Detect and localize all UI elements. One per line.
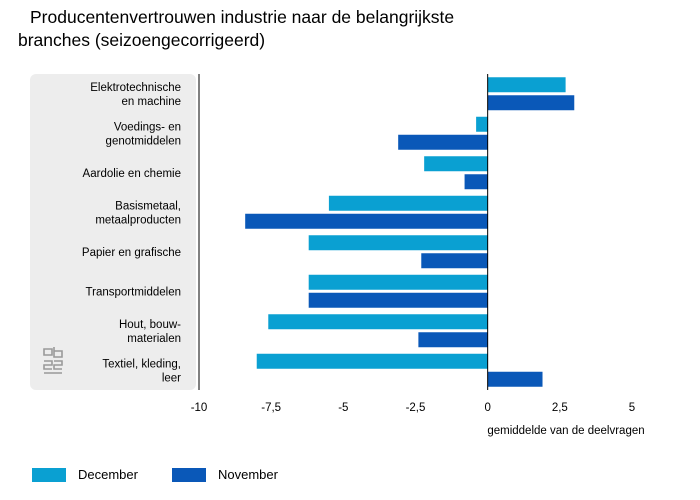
cbs-logo	[43, 347, 63, 374]
chart-title-line-2: branches (seizoengecorrigeerd)	[18, 30, 266, 50]
x-tick-label-1: -7,5	[261, 402, 281, 414]
legend-swatch-december	[32, 467, 66, 482]
bar-november-6	[418, 332, 488, 348]
category-label-0-1: en machine	[122, 96, 181, 108]
bar-december-2	[424, 156, 488, 172]
chart-title-line-1: Producentenvertrouwen industrie naar de …	[30, 7, 455, 27]
category-label-5-0: Transportmiddelen	[86, 286, 181, 298]
x-tick-label-6: 5	[629, 402, 635, 414]
legend: December November	[32, 467, 312, 482]
x-tick-label-4: 0	[484, 402, 490, 414]
bar-november-4	[421, 253, 488, 269]
bar-november-5	[308, 292, 488, 308]
bar-november-3	[245, 213, 488, 229]
category-label-2-0: Aardolie en chemie	[83, 168, 181, 180]
category-label-1-1: genotmiddelen	[106, 135, 181, 147]
category-label-3-0: Basismetaal,	[115, 200, 181, 212]
legend-item-november: November	[171, 467, 278, 482]
bar-december-6	[268, 314, 488, 330]
legend-label-december: December	[78, 467, 138, 482]
category-label-6-1: materialen	[127, 333, 181, 345]
bar-chart: Elektrotechnische en machine Voedings- en g…	[30, 74, 645, 437]
x-axis-label: gemiddelde van de deelvragen	[487, 425, 644, 437]
bar-november-0	[487, 95, 575, 111]
chart-title: Producentenvertrouwen industrie naar de …	[18, 6, 578, 52]
bar-december-7	[256, 353, 488, 369]
category-label-3-1: metaalproducten	[95, 214, 181, 226]
bar-december-3	[328, 195, 488, 211]
x-tick-label-5: 2,5	[552, 402, 568, 414]
bar-december-5	[308, 274, 488, 290]
legend-item-december: December	[32, 467, 138, 482]
bar-december-0	[487, 77, 566, 93]
category-label-1-0: Voedings- en	[114, 121, 181, 133]
x-tick-label-0: -10	[191, 402, 208, 414]
category-label-4-0: Papier en grafische	[82, 247, 181, 259]
bar-november-7	[487, 371, 543, 387]
legend-label-november: November	[217, 467, 278, 482]
bar-november-2	[464, 174, 488, 190]
category-label-7-1: leer	[162, 372, 181, 384]
x-tick-label-3: -2,5	[406, 402, 426, 414]
x-tick-label-2: -5	[338, 402, 348, 414]
legend-swatch-november	[171, 467, 206, 482]
category-label-7-0: Textiel, kleding,	[102, 358, 181, 370]
bar-november-1	[398, 134, 488, 150]
category-label-0-0: Elektrotechnische	[90, 82, 181, 94]
bar-december-4	[308, 235, 488, 251]
bar-december-1	[476, 116, 488, 132]
category-label-6-0: Hout, bouw-	[119, 319, 181, 331]
category-panel	[30, 74, 196, 390]
